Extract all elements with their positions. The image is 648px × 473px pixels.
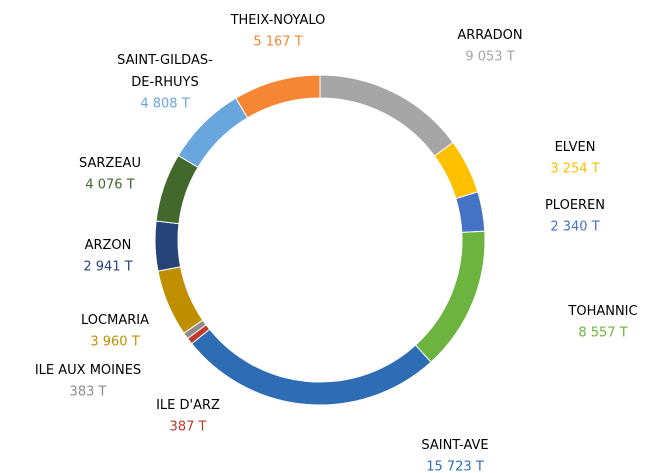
category-label: TOHANNIC xyxy=(567,304,637,319)
value-label: 9 053 T xyxy=(465,50,514,65)
donut-segment xyxy=(319,74,454,157)
category-label: LOCMARIA xyxy=(81,313,149,328)
value-label: 387 T xyxy=(170,420,207,435)
value-label: 4 076 T xyxy=(85,178,134,193)
category-label-line: ARRADON xyxy=(457,28,522,43)
donut-segment xyxy=(190,328,432,406)
value-label: 2 941 T xyxy=(83,260,132,275)
category-label-line: LOCMARIA xyxy=(81,313,149,328)
category-label-line: DE-RHUYS xyxy=(131,75,198,90)
donut-segment xyxy=(235,74,321,119)
category-label: ARRADON xyxy=(457,28,522,43)
value-label: 3 960 T xyxy=(90,335,139,350)
value-label: 15 723 T xyxy=(426,460,484,473)
category-label: ILE AUX MOINES xyxy=(35,363,141,378)
category-label: PLOEREN xyxy=(545,198,605,213)
donut-segment xyxy=(433,141,479,200)
category-label-line: ARZON xyxy=(85,238,132,253)
category-label: SAINT-AVE xyxy=(421,438,488,453)
category-label: SARZEAU xyxy=(79,156,141,171)
value-label: 5 167 T xyxy=(253,35,302,50)
category-label-line: THEIX-NOYALO xyxy=(230,13,326,28)
category-label: ILE D'ARZ xyxy=(156,398,220,413)
donut-segment xyxy=(154,220,182,272)
category-label: THEIX-NOYALO xyxy=(230,13,326,28)
value-label: 3 254 T xyxy=(550,162,599,177)
category-label: SAINT-GILDAS- DE-RHUYS xyxy=(117,53,213,90)
category-label-line: SARZEAU xyxy=(79,156,141,171)
category-label: ARZON xyxy=(85,238,132,253)
category-label: ELVEN xyxy=(555,140,596,155)
value-label: 383 T xyxy=(70,385,107,400)
category-label-line: SAINT-AVE xyxy=(421,438,488,453)
donut-segment xyxy=(414,230,486,363)
donut-segment xyxy=(455,191,486,233)
category-label-line: ELVEN xyxy=(555,140,596,155)
donut-segment xyxy=(155,154,199,225)
category-label-line: ILE AUX MOINES xyxy=(35,363,141,378)
category-label-line: SAINT-GILDAS- xyxy=(117,53,213,68)
donut-segment xyxy=(157,266,204,334)
value-label: 8 557 T xyxy=(578,326,627,341)
category-label-line: PLOEREN xyxy=(545,198,605,213)
category-label-line: TOHANNIC xyxy=(567,304,637,319)
category-label-line: ILE D'ARZ xyxy=(156,398,220,413)
value-label: 4 808 T xyxy=(140,97,189,112)
value-label: 2 340 T xyxy=(550,220,599,235)
